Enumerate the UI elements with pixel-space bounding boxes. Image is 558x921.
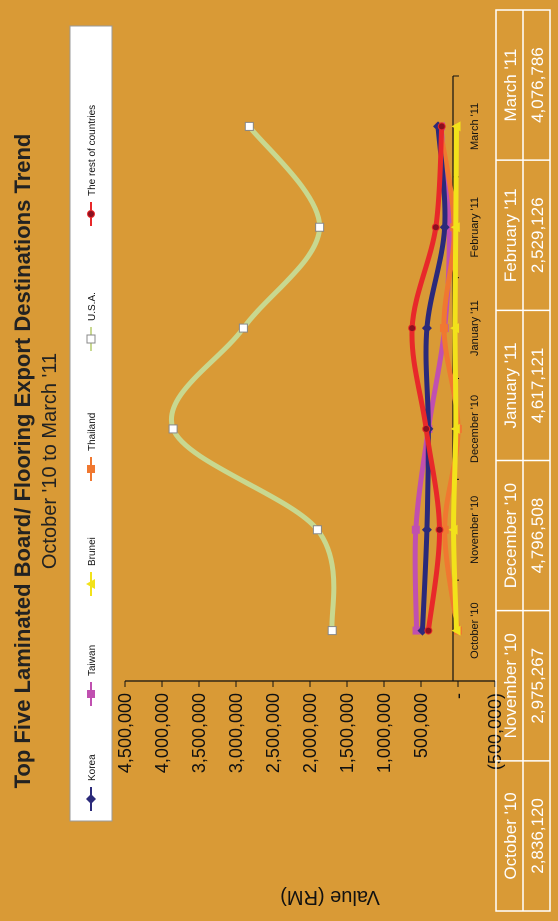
series-brunei [448, 121, 461, 636]
y-axis-label: Value (RM) [280, 886, 380, 908]
series-the-rest-of-countries [408, 122, 446, 635]
legend-swatch-marker [86, 334, 96, 344]
data-point-u-s-a [168, 424, 178, 434]
legend-label: Taiwan [87, 645, 98, 676]
table-value-cell: 4,796,508 [528, 498, 547, 574]
y-tick-label: - [448, 693, 468, 699]
table-header-cell: October '10 [501, 792, 520, 879]
legend-label: Thailand [87, 413, 98, 451]
y-tick-label: 500,000 [411, 693, 431, 758]
data-point-u-s-a [327, 626, 337, 636]
y-tick-label: 4,000,000 [152, 693, 172, 773]
data-point-brunei [450, 423, 460, 434]
data-point-u-s-a [238, 323, 248, 333]
data-point-the-rest-of-countries [408, 324, 417, 333]
x-tick-label: March '11 [469, 103, 481, 150]
table-value-cell: 2,836,120 [528, 798, 547, 874]
data-point-korea [421, 524, 432, 535]
data-point-u-s-a [315, 222, 325, 232]
legend-swatch-marker [86, 579, 95, 589]
series-lines [168, 121, 462, 636]
data-point-brunei [448, 524, 458, 535]
series-line-korea [419, 123, 448, 634]
series-u-s-a [168, 121, 337, 636]
data-point-korea [421, 323, 432, 334]
table-value-cell: 2,529,126 [528, 197, 547, 273]
legend-swatch-marker [87, 690, 95, 698]
data-point-brunei [450, 323, 460, 334]
x-tick-label: January '11 [469, 300, 481, 356]
y-tick-label: 1,000,000 [374, 693, 394, 773]
legend-swatch-marker [86, 794, 96, 804]
series-line-the-rest-of-countries [409, 123, 445, 634]
data-point-brunei [450, 222, 460, 233]
legend-swatch-marker [87, 210, 95, 218]
x-tick-label: December '10 [469, 395, 481, 463]
data-table: October '10 2,836,120 November '10 2,975,26… [495, 9, 551, 912]
table-value-cell: 4,076,786 [528, 47, 547, 123]
data-point-the-rest-of-countries [437, 122, 446, 131]
data-point-korea [439, 222, 450, 233]
table-header-cell: March '11 [501, 49, 520, 122]
chart-title: Top Five Laminated Board/ Flooring Expor… [10, 134, 35, 789]
data-point-thailand [439, 324, 448, 333]
table-header-cell: November '10 [501, 633, 520, 738]
data-point-the-rest-of-countries [431, 223, 440, 232]
legend-item-taiwan: Taiwan [87, 645, 98, 706]
legend-item-the-rest-of-countries: The rest of countries [87, 105, 98, 226]
data-point-the-rest-of-countries [422, 424, 431, 433]
table-value-cell: 2,975,267 [528, 648, 547, 724]
chart-subtitle: October '10 to March '11 [39, 353, 61, 569]
legend-label: Brunei [87, 537, 98, 566]
y-tick-label: 3,000,000 [226, 693, 246, 773]
legend-item-u-s-a: U.S.A. [86, 292, 98, 351]
y-tick-label: 3,500,000 [189, 693, 209, 773]
data-point-taiwan [411, 525, 420, 534]
series-line-taiwan [412, 123, 452, 634]
data-point-taiwan [412, 626, 421, 635]
data-point-the-rest-of-countries [435, 525, 444, 534]
legend-item-thailand: Thailand [87, 413, 98, 481]
legend-item-brunei: Brunei [86, 537, 98, 596]
series-line-brunei [451, 123, 460, 634]
data-point-brunei [451, 121, 461, 132]
y-tick-label: 2,500,000 [263, 693, 283, 773]
data-point-u-s-a [244, 121, 254, 131]
y-tick-label: 2,000,000 [300, 693, 320, 773]
table-header-cell: December '10 [501, 483, 520, 588]
data-point-brunei [451, 625, 461, 636]
x-tick-label: November '10 [469, 496, 481, 564]
series-line-u-s-a [168, 123, 337, 634]
y-tick-label: (500,000) [485, 693, 505, 770]
legend-swatch-marker [87, 465, 95, 473]
y-axis-ticks: 4,500,000 4,000,000 3,500,000 3,000,000 2,50… [115, 681, 505, 773]
x-axis-ticks: October '10 November '10 December '10 Janua… [453, 75, 481, 682]
data-point-u-s-a [312, 525, 322, 535]
table-header-cell: February '11 [501, 188, 520, 282]
legend-item-korea: Korea [86, 754, 98, 811]
legend-label: Korea [87, 754, 98, 781]
legend-label: U.S.A. [87, 292, 98, 321]
table-value-cell: 4,617,121 [528, 348, 547, 424]
y-tick-label: 1,500,000 [337, 693, 357, 773]
legend-label: The rest of countries [87, 105, 98, 196]
x-tick-label: October '10 [469, 602, 481, 659]
legend-box [69, 25, 113, 822]
y-tick-label: 4,500,000 [115, 693, 135, 773]
table-header-cell: January '11 [501, 342, 520, 428]
legend: Korea Taiwan Brunei Thailand U.S.A. The rest … [86, 105, 98, 811]
data-point-the-rest-of-countries [424, 626, 433, 635]
x-tick-label: February '11 [469, 197, 481, 258]
